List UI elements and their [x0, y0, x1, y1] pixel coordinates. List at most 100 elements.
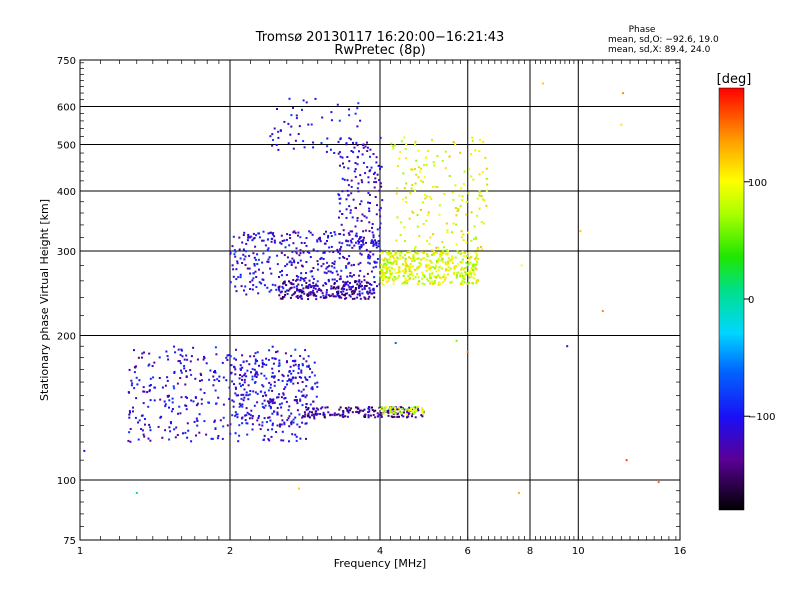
data-point [351, 293, 354, 296]
data-point [437, 269, 440, 272]
data-point [127, 439, 130, 442]
colorbar-tick-label: 0 [748, 295, 754, 306]
data-point [325, 289, 328, 292]
data-point [200, 374, 203, 376]
data-point [395, 263, 398, 266]
data-point [359, 236, 362, 238]
data-point [333, 282, 336, 284]
data-point [264, 404, 267, 407]
data-point [419, 263, 422, 266]
data-point [396, 257, 399, 260]
data-point [231, 380, 234, 383]
data-point [420, 414, 423, 417]
data-point [279, 425, 281, 428]
data-point [269, 401, 272, 404]
data-point [405, 413, 408, 416]
data-point [398, 266, 401, 269]
data-point [310, 123, 313, 126]
data-point [372, 236, 375, 239]
data-point [367, 281, 370, 284]
data-point [367, 181, 370, 184]
data-point [474, 258, 477, 260]
data-point [418, 261, 421, 264]
data-point [358, 150, 360, 153]
data-point [298, 290, 301, 293]
data-point [147, 405, 150, 408]
data-point [356, 217, 359, 219]
data-point [281, 430, 284, 433]
data-point [242, 361, 245, 363]
data-point [225, 379, 228, 382]
data-point [409, 257, 412, 260]
data-point [395, 192, 398, 195]
data-point [399, 257, 402, 260]
data-point [307, 286, 310, 289]
data-point [319, 236, 321, 239]
x-tick-label: 16 [674, 546, 687, 557]
data-point [273, 127, 276, 130]
data-point [462, 277, 465, 280]
data-point [410, 272, 413, 275]
data-point [460, 268, 463, 271]
data-point [132, 406, 134, 409]
data-point [238, 424, 241, 427]
data-point [141, 356, 143, 359]
data-point [421, 180, 424, 183]
data-point [379, 167, 381, 170]
data-point [437, 283, 440, 286]
data-point [365, 281, 368, 284]
data-point [371, 226, 373, 229]
data-point [485, 177, 488, 180]
data-point [247, 233, 250, 236]
data-point [444, 276, 447, 279]
data-point [234, 432, 237, 435]
data-point [475, 268, 478, 271]
data-point [296, 402, 299, 405]
data-point [357, 190, 360, 193]
data-point [431, 272, 434, 275]
data-point [196, 419, 199, 422]
data-point [355, 207, 357, 209]
data-point [128, 431, 131, 434]
data-point [153, 386, 156, 389]
data-point [408, 217, 411, 220]
data-point [296, 382, 299, 385]
data-point [472, 271, 475, 274]
data-point [245, 407, 248, 410]
data-point [429, 277, 431, 279]
data-point [331, 265, 333, 268]
data-point [418, 280, 421, 283]
data-point [361, 241, 364, 244]
data-point [391, 408, 394, 411]
data-point [423, 275, 426, 278]
data-point [234, 250, 237, 253]
data-point [414, 406, 417, 409]
data-point [199, 372, 202, 375]
data-point [269, 398, 272, 401]
data-point [301, 108, 303, 111]
data-point [128, 410, 131, 413]
data-point [233, 249, 236, 252]
data-point [345, 240, 348, 243]
data-point [143, 351, 145, 354]
data-point [290, 125, 293, 128]
data-point [299, 437, 302, 440]
data-point [135, 365, 137, 368]
data-point [248, 363, 251, 366]
data-point [455, 274, 458, 277]
data-point [368, 406, 370, 408]
data-point [304, 349, 307, 352]
data-point [312, 146, 315, 149]
data-point [285, 361, 288, 364]
data-point [142, 402, 145, 405]
data-point [370, 241, 373, 244]
data-point [338, 249, 341, 252]
data-point [245, 375, 248, 378]
data-point [467, 264, 470, 266]
data-point [290, 264, 293, 266]
data-point [200, 398, 203, 401]
data-point [313, 293, 316, 296]
data-point [357, 240, 360, 243]
data-point [478, 194, 481, 197]
data-point [396, 416, 399, 418]
